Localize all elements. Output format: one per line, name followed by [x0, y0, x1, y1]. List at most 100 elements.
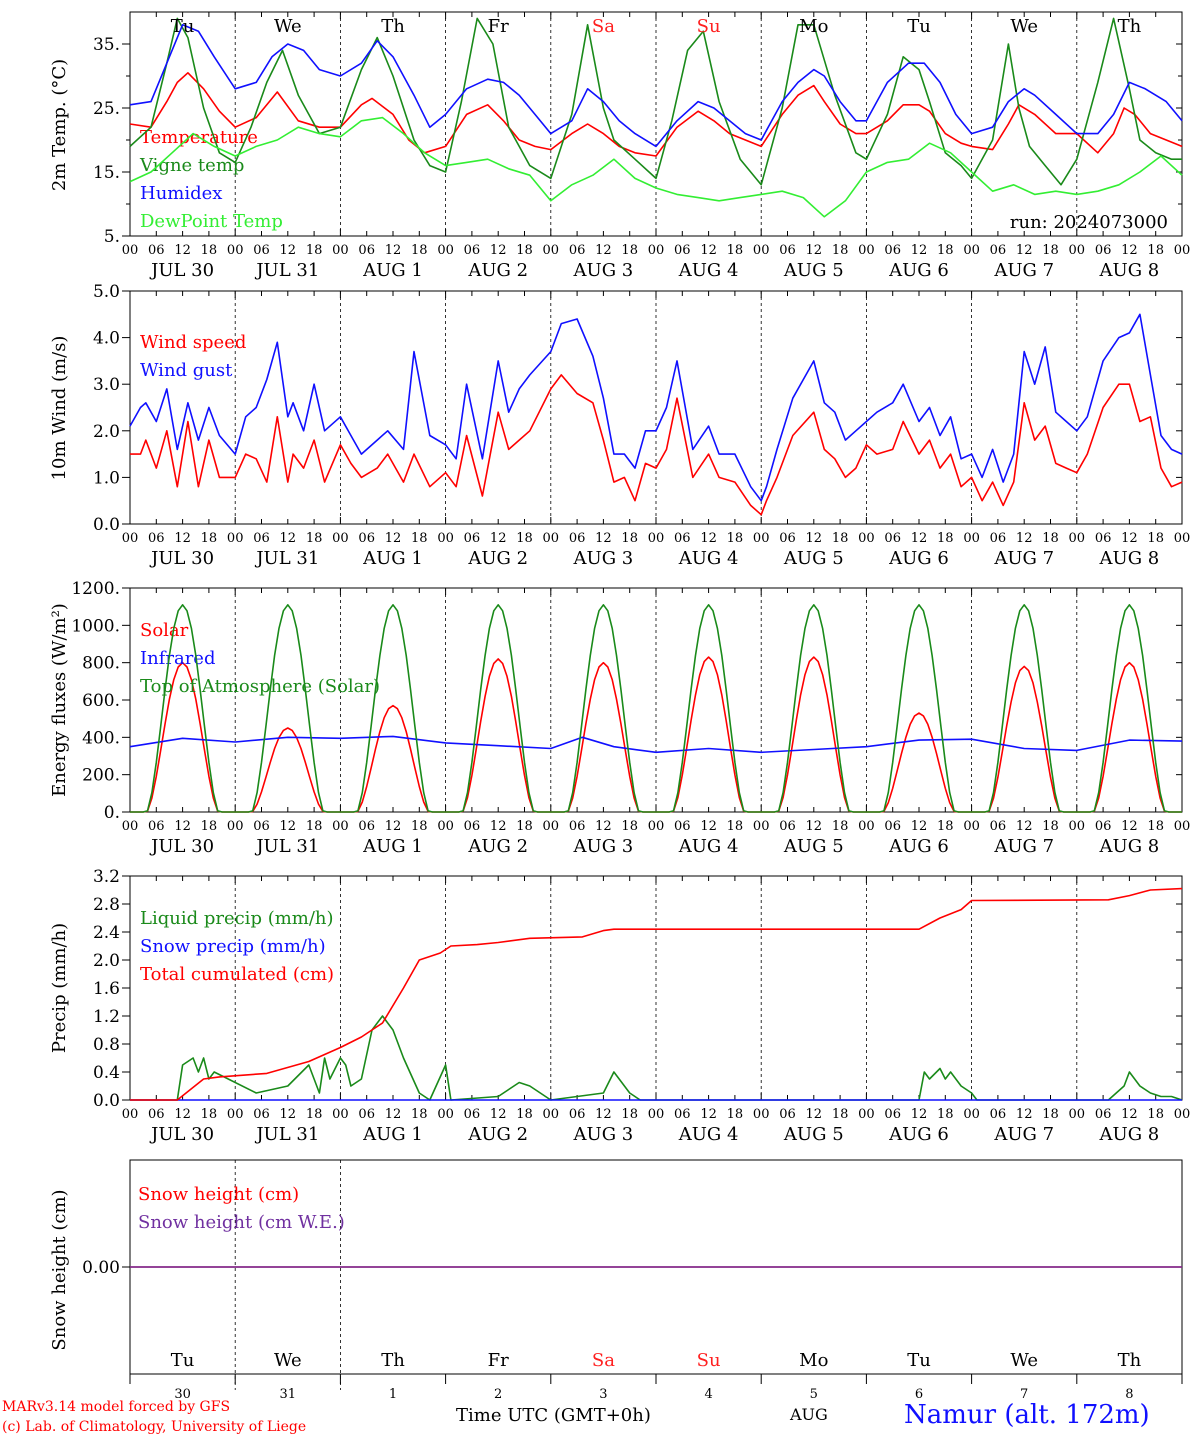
hour-tick-label: 00: [332, 1107, 349, 1122]
series-humidex: [129, 24, 1183, 148]
hour-tick-label: 00: [753, 531, 770, 546]
hour-tick-label: 12: [700, 243, 717, 258]
hour-tick-label: 18: [832, 531, 849, 546]
legend-entry: Snow precip (mm/h): [140, 936, 326, 957]
date-label: AUG 4: [678, 260, 739, 281]
date-label: AUG 8: [1099, 836, 1160, 857]
hour-tick-label: 12: [1016, 531, 1033, 546]
hour-tick-label: 12: [385, 531, 402, 546]
hour-tick-label: 06: [990, 1107, 1007, 1122]
weekday-label: Su: [697, 16, 721, 37]
hour-tick-label: 12: [700, 531, 717, 546]
date-label: AUG 7: [993, 548, 1054, 569]
date-label: AUG 7: [993, 260, 1054, 281]
date-label: AUG 6: [888, 260, 949, 281]
bottom-day-number: 8: [1125, 1387, 1133, 1402]
hour-tick-label: 00: [543, 819, 560, 834]
date-label: AUG 2: [467, 548, 528, 569]
hour-tick-label: 18: [1147, 243, 1164, 258]
hour-tick-label: 00: [227, 1107, 244, 1122]
hour-tick-label: 06: [464, 1107, 481, 1122]
hour-tick-label: 00: [1069, 819, 1086, 834]
y-tick-label: 600.: [82, 691, 120, 711]
date-label: AUG 7: [993, 1124, 1054, 1145]
hour-tick-label: 06: [358, 243, 375, 258]
hour-tick-label: 00: [858, 243, 875, 258]
hour-tick-label: 00: [332, 243, 349, 258]
hour-tick-label: 18: [727, 1107, 744, 1122]
hour-tick-label: 06: [884, 243, 901, 258]
hour-tick-label: 06: [358, 1107, 375, 1122]
y-axis-label: Precip (mm/h): [49, 923, 70, 1053]
hour-tick-label: 00: [1069, 1107, 1086, 1122]
bottom-day-number: 3: [599, 1387, 607, 1402]
hour-tick-label: 18: [832, 819, 849, 834]
hour-tick-label: 06: [253, 243, 270, 258]
hour-tick-label: 00: [1174, 1107, 1191, 1122]
date-label: AUG 8: [1099, 1124, 1160, 1145]
series-dewpoint-temp: [129, 116, 1183, 218]
bottom-weekday-label: Fr: [488, 1350, 509, 1371]
panel-1: 00 06 12 18 00 06 12 18 00 06 12 18 00 06 12 18 00 06 12 18…: [49, 11, 1190, 281]
y-tick-label: 1.0: [93, 468, 120, 488]
date-label: AUG 1: [362, 260, 423, 281]
y-tick-label: 3.2: [93, 867, 120, 887]
plot-frame: [129, 11, 1183, 237]
date-label: AUG 3: [573, 548, 634, 569]
y-tick-label: 0.0: [93, 1091, 120, 1111]
legend-entry: Vigne temp: [139, 155, 244, 176]
bottom-day-number: 2: [494, 1387, 502, 1402]
hour-tick-label: 06: [990, 819, 1007, 834]
hour-tick-label: 00: [648, 531, 665, 546]
hour-tick-label: 06: [253, 531, 270, 546]
run-label: run: 2024073000: [1010, 212, 1168, 233]
hour-tick-label: 18: [727, 819, 744, 834]
bottom-day-number: 31: [280, 1387, 297, 1402]
hour-tick-label: 12: [595, 243, 612, 258]
hour-tick-label: 12: [1016, 243, 1033, 258]
date-label: AUG 5: [783, 836, 844, 857]
panel-3: 00 06 12 18 00 06 12 18 00 06 12 18 00 06 12 18 00 06 12 18…: [49, 579, 1190, 857]
date-label: AUG 6: [888, 1124, 949, 1145]
hour-tick-label: 18: [201, 531, 218, 546]
hour-tick-label: 00: [858, 819, 875, 834]
hour-tick-label: 18: [1042, 1107, 1059, 1122]
legend-entry: Snow height (cm W.E.): [138, 1212, 345, 1233]
y-tick-label: 2.0: [93, 951, 120, 971]
y-tick-label: 0.: [104, 803, 120, 823]
hour-tick-label: 00: [858, 531, 875, 546]
hour-tick-label: 12: [385, 819, 402, 834]
hour-tick-label: 00: [648, 243, 665, 258]
date-label: AUG 6: [888, 836, 949, 857]
hour-tick-label: 06: [674, 1107, 691, 1122]
hour-tick-label: 18: [1042, 531, 1059, 546]
legend-entry: Snow height (cm): [138, 1184, 299, 1205]
credit-line-1: MARv3.14 model forced by GFS: [2, 1399, 231, 1415]
y-axis-label: Snow height (cm): [49, 1189, 70, 1350]
hour-tick-label: 00: [753, 819, 770, 834]
hour-tick-label: 18: [516, 1107, 533, 1122]
hour-tick-label: 12: [1121, 531, 1138, 546]
hour-tick-label: 06: [148, 243, 165, 258]
date-label: JUL 30: [149, 260, 214, 281]
hour-tick-label: 00: [437, 243, 454, 258]
hour-tick-label: 06: [569, 1107, 586, 1122]
weekday-label: Th: [1118, 16, 1142, 37]
hour-tick-label: 18: [937, 819, 954, 834]
y-tick-label: 2.4: [93, 923, 120, 943]
y-tick-label: 1.6: [93, 979, 120, 999]
hour-tick-label: 12: [911, 1107, 928, 1122]
hour-tick-label: 00: [1174, 819, 1191, 834]
date-label: JUL 31: [254, 1124, 319, 1145]
y-tick-label: 0.00: [82, 1258, 120, 1278]
date-label: AUG 4: [678, 836, 739, 857]
bottom-weekday-label: Tu: [171, 1350, 195, 1371]
bottom-weekday-label: Tu: [907, 1350, 931, 1371]
y-tick-label: 1000.: [71, 616, 120, 636]
hour-tick-label: 12: [911, 531, 928, 546]
hour-tick-label: 06: [569, 819, 586, 834]
station-label: Namur (alt. 172m): [904, 1400, 1150, 1430]
date-label: AUG 5: [783, 260, 844, 281]
hour-tick-label: 12: [280, 243, 297, 258]
